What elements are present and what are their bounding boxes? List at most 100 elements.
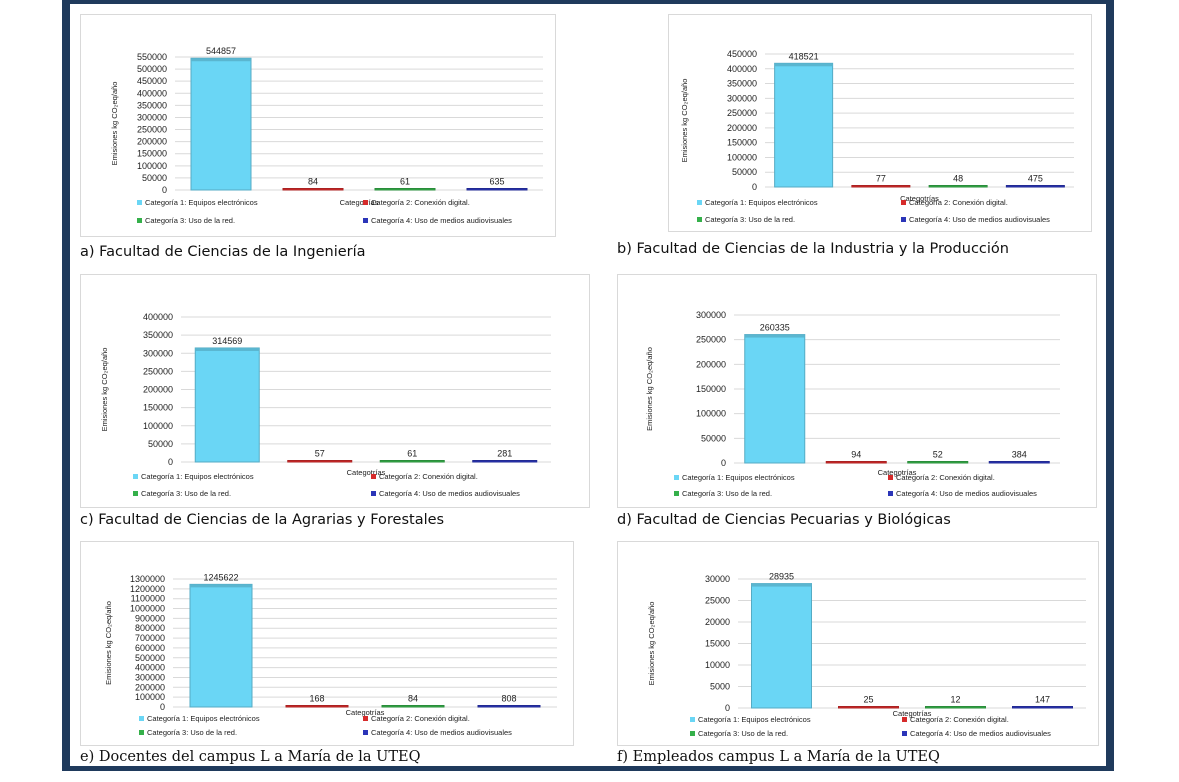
- bar-body: [1005, 185, 1065, 188]
- y-tick-label: 0: [721, 458, 726, 468]
- bar-3: [928, 185, 988, 188]
- bar-body: [282, 188, 344, 191]
- bar-body: [374, 188, 436, 191]
- legend-item-1: Categoría 1: Equipos electrónicos: [690, 715, 811, 724]
- y-tick-label: 400000: [727, 64, 757, 74]
- y-tick-label: 50000: [142, 173, 167, 183]
- legend-item-3: Categoría 3: Uso de la red.: [674, 489, 772, 498]
- data-label: 544857: [206, 46, 236, 56]
- y-tick-label: 150000: [143, 403, 173, 413]
- bar-body: [838, 706, 899, 709]
- bar-2: [285, 705, 349, 708]
- legend-item-4: Categoría 4: Uso de medios audiovisuales: [888, 489, 1037, 498]
- caption-f: f) Empleados campus L a María de la UTEQ: [617, 749, 940, 765]
- chart-a: 5500005000004500004000003500003000002500…: [110, 46, 543, 225]
- legend-item-4: Categoría 4: Uso de medios audiovisuales: [363, 728, 512, 737]
- legend-item-3: Categoría 3: Uso de la red.: [697, 215, 795, 224]
- bar-body: [928, 185, 988, 188]
- y-tick-label: 200000: [137, 137, 167, 147]
- caption-a: a) Facultad de Ciencias de la Ingeniería: [80, 244, 366, 260]
- bar-body: [379, 460, 445, 463]
- bar-body: [287, 460, 353, 463]
- legend-item-4: Categoría 4: Uso de medios audiovisuales: [363, 216, 512, 225]
- legend-item-4: Categoría 4: Uso de medios audiovisuales: [371, 489, 520, 498]
- bar-top-edge: [744, 334, 805, 338]
- y-tick-label: 250000: [137, 125, 167, 135]
- chart-box-a: 550000 500000 450000 400000 350000 300000 2500…: [80, 14, 556, 237]
- chart-box-d: 300000 250000 200000 150000 100000 50000 0 Emis…: [617, 274, 1097, 508]
- legend-swatch: [137, 200, 142, 205]
- legend-item-1: Categoría 1: Equipos electrónicos: [674, 473, 795, 482]
- bar-body: [751, 583, 812, 709]
- data-label: 1245622: [203, 572, 238, 582]
- data-label: 28935: [769, 572, 794, 582]
- legend-swatch: [697, 200, 702, 205]
- legend-label: Categoría 3: Uso de la red.: [705, 215, 795, 224]
- legend-swatch: [674, 475, 679, 480]
- y-tick-label: 100000: [135, 692, 165, 702]
- y-tick-label: 400000: [143, 312, 173, 322]
- legend-swatch: [133, 474, 138, 479]
- y-tick-label: 150000: [696, 384, 726, 394]
- bar-top-edge: [751, 583, 812, 587]
- data-label: 384: [1012, 450, 1027, 460]
- data-label: 61: [407, 449, 417, 459]
- legend-label: Categoría 1: Equipos electrónicos: [147, 714, 260, 723]
- data-label: 314569: [212, 336, 242, 346]
- y-tick-label: 700000: [135, 633, 165, 643]
- y-tick-label: 20000: [705, 617, 730, 627]
- y-tick-label: 0: [160, 702, 165, 712]
- y-tick-label: 25000: [705, 596, 730, 606]
- y-tick-label: 200000: [143, 385, 173, 395]
- y-tick-label: 350000: [727, 79, 757, 89]
- caption-e: e) Docentes del campus L a María de la U…: [80, 749, 421, 765]
- legend-item-1: Categoría 1: Equipos electrónicos: [697, 198, 818, 207]
- bar-3: [379, 460, 445, 463]
- legend-label: Categoría 4: Uso de medios audiovisuales: [371, 216, 512, 225]
- bar-top-edge: [191, 58, 251, 62]
- legend-label: Categoría 1: Equipos electrónicos: [145, 198, 258, 207]
- chart-d: 300000 250000 200000 150000 100000 50000 0 Emis…: [645, 310, 1060, 498]
- bar-4: [1012, 706, 1073, 709]
- legend-label: Categoría 2: Conexión digital.: [371, 714, 470, 723]
- y-tick-label: 0: [168, 457, 173, 467]
- y-axis-label: Emisiones kg CO₂eq/año: [645, 347, 654, 431]
- bar-4: [988, 461, 1050, 464]
- legend-item-2: Categoría 2: Conexión digital.: [888, 473, 995, 482]
- legend-item-1: Categoría 1: Equipos electrónicos: [133, 472, 254, 481]
- bar-body: [825, 461, 887, 464]
- y-tick-label: 50000: [732, 167, 757, 177]
- y-tick-label: 100000: [696, 409, 726, 419]
- legend-label: Categoría 4: Uso de medios audiovisuales: [910, 729, 1051, 738]
- y-axis-label: Emisiones kg CO₂eq/año: [104, 601, 113, 685]
- legend-item-2: Categoría 2: Conexión digital.: [363, 198, 470, 207]
- bar-body: [774, 62, 834, 188]
- y-tick-label: 100000: [137, 161, 167, 171]
- legend-swatch: [902, 717, 907, 722]
- data-label: 61: [400, 177, 410, 187]
- y-tick-label: 400000: [137, 88, 167, 98]
- legend-label: Categoría 4: Uso de medios audiovisuales: [896, 489, 1037, 498]
- legend-swatch: [901, 217, 906, 222]
- data-label: 84: [408, 694, 418, 704]
- bar-1: [189, 583, 253, 708]
- y-tick-label: 100000: [143, 421, 173, 431]
- y-tick-label: 10000: [705, 660, 730, 670]
- y-tick-label: 300000: [137, 112, 167, 122]
- data-label: 635: [489, 177, 504, 187]
- legend-label: Categoría 4: Uso de medios audiovisuales: [371, 728, 512, 737]
- y-tick-label: 150000: [727, 138, 757, 148]
- legend-swatch: [674, 491, 679, 496]
- bar-1: [194, 347, 260, 463]
- bar-body: [477, 705, 541, 708]
- chart-f: 30000 25000 20000 15000 10000 5000 0 Emisiones …: [647, 572, 1086, 738]
- caption-b: b) Facultad de Ciencias de la Industria …: [617, 241, 1009, 257]
- chart-b: 450000 400000 350000 300000 250000 200000 1500…: [680, 49, 1074, 224]
- y-tick-label: 250000: [143, 366, 173, 376]
- y-tick-label: 5000: [710, 682, 730, 692]
- bar-body: [907, 461, 969, 464]
- data-label: 84: [308, 177, 318, 187]
- bar-body: [988, 461, 1050, 464]
- y-tick-label: 0: [725, 703, 730, 713]
- bar-body: [466, 188, 528, 191]
